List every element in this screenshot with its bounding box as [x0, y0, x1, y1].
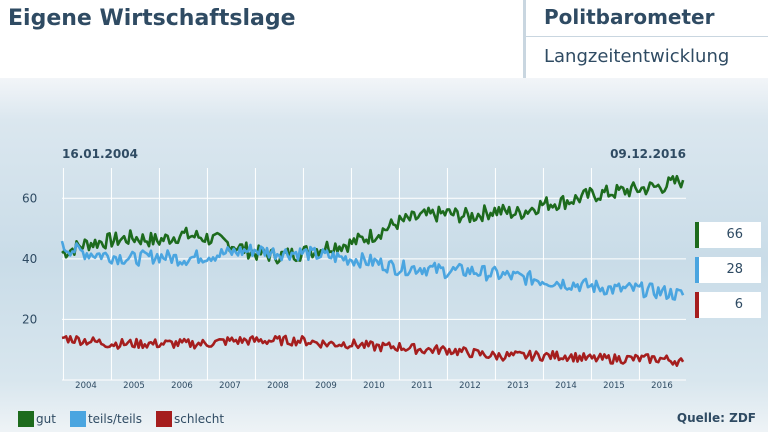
end-value-gut-marker — [695, 222, 699, 248]
y-tick-label: 20 — [22, 312, 37, 326]
x-tick-label: 2004 — [75, 381, 97, 391]
legend-swatch-gut — [18, 411, 34, 427]
x-tick-label: 2013 — [507, 381, 529, 391]
legend-item-schlecht: schlecht — [156, 411, 224, 427]
brand-divider — [526, 36, 768, 37]
end-value-teils-marker — [695, 257, 699, 283]
x-tick-label: 2007 — [219, 381, 241, 391]
legend-label-schlecht: schlecht — [174, 412, 225, 426]
legend-swatch-teils — [69, 411, 86, 427]
start-date-label: 16.01.2004 — [62, 147, 138, 161]
x-tick-label: 2011 — [411, 381, 433, 391]
legend-item-teils: teils/teils — [69, 411, 142, 427]
end-value-teils-label: 28 — [726, 262, 743, 277]
end-value-gut: 66 — [695, 222, 761, 248]
brand-title: Politbarometer — [544, 5, 715, 29]
x-tick-label: 2009 — [315, 381, 337, 391]
series-line-gut — [61, 174, 685, 265]
y-tick-label: 60 — [22, 191, 37, 205]
x-axis: 2004 2005 2006 2007 2008 2009 2010 2011 2012 2013… — [75, 381, 673, 391]
brand-subtitle: Langzeitentwicklung — [544, 46, 730, 67]
y-tick-label: 40 — [22, 252, 37, 266]
legend-item-gut: gut — [18, 411, 56, 427]
series-line-schlecht — [61, 334, 685, 368]
series-lines — [60, 174, 685, 368]
end-date-label: 09.12.2016 — [610, 147, 686, 161]
x-tick-label: 2008 — [267, 381, 289, 391]
legend-label-teils: teils/teils — [87, 412, 142, 426]
end-value-teils: 28 — [695, 257, 761, 283]
end-value-schlecht: 6 — [695, 292, 761, 318]
x-tick-label: 2006 — [171, 381, 193, 391]
brand-panel: Politbarometer Langzeitentwicklung — [523, 0, 768, 78]
x-tick-label: 2012 — [459, 381, 481, 391]
x-tick-label: 2015 — [603, 381, 625, 391]
source-note: Quelle: ZDF — [676, 411, 756, 425]
series-line-teils — [60, 240, 685, 301]
end-value-gut-label: 66 — [726, 227, 743, 242]
end-value-schlecht-label: 6 — [734, 297, 743, 312]
legend: gut teils/teils schlecht — [18, 411, 238, 427]
x-tick-label: 2005 — [123, 381, 145, 391]
x-tick-label: 2010 — [363, 381, 385, 391]
end-value-schlecht-marker — [695, 292, 699, 318]
x-tick-label: 2014 — [555, 381, 577, 391]
y-axis: 20 40 60 — [22, 191, 37, 326]
legend-swatch-schlecht — [156, 411, 172, 427]
page-title: Eigene Wirtschaftslage — [8, 6, 296, 31]
x-tick-label: 2016 — [651, 381, 673, 391]
legend-label-gut: gut — [36, 412, 56, 426]
